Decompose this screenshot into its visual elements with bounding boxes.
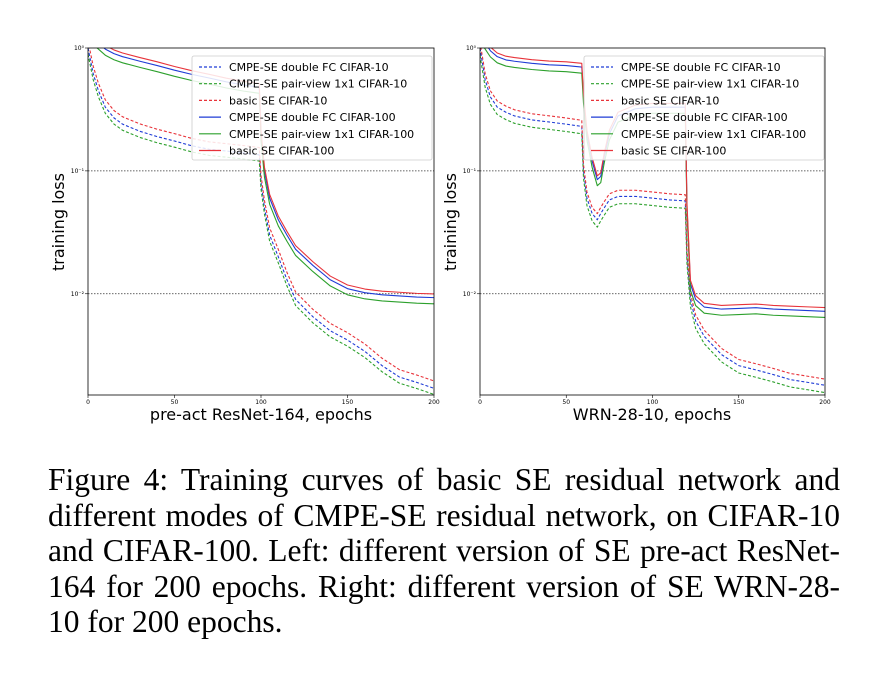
legend-label: CMPE-SE double FC CIFAR-10 <box>229 61 389 74</box>
legend-label: CMPE-SE double FC CIFAR-10 <box>621 61 781 74</box>
x-tick-label: 200 <box>428 399 440 406</box>
series-line <box>88 54 434 395</box>
y-tick-label: 10⁰ <box>466 45 477 52</box>
y-tick-label: 10⁻¹ <box>71 168 85 175</box>
legend-label: basic SE CIFAR-10 <box>621 94 719 107</box>
series-line <box>88 48 434 382</box>
x-tick-label: 50 <box>562 399 570 406</box>
legend-label: CMPE-SE double FC CIFAR-100 <box>621 111 788 124</box>
legend-label: CMPE-SE pair-view 1x1 CIFAR-100 <box>621 128 806 141</box>
series-line <box>480 55 825 394</box>
legend-label: CMPE-SE double FC CIFAR-100 <box>229 111 396 124</box>
x-tick-label: 0 <box>478 399 482 406</box>
x-axis-label: pre-act ResNet-164, epochs <box>150 405 372 424</box>
y-tick-label: 10⁻² <box>71 291 85 298</box>
legend-label: CMPE-SE pair-view 1x1 CIFAR-10 <box>621 78 799 91</box>
legend-box <box>583 55 825 161</box>
x-axis-label: WRN-28-10, epochs <box>573 405 731 424</box>
y-tick-label: 10⁻² <box>463 291 477 298</box>
legend-label: basic SE CIFAR-100 <box>229 145 334 158</box>
y-tick-label: 10⁻¹ <box>463 168 477 175</box>
y-tick-label: 10⁰ <box>74 45 85 52</box>
figure-caption: Figure 4: Training curves of basic SE re… <box>48 462 840 639</box>
x-tick-label: 50 <box>171 399 179 406</box>
legend: CMPE-SE double FC CIFAR-10 CMPE-SE pair-v… <box>191 55 433 161</box>
legend-box <box>191 55 433 161</box>
x-tick-label: 100 <box>647 399 659 406</box>
legend-label: CMPE-SE pair-view 1x1 CIFAR-10 <box>229 78 407 91</box>
series-line <box>480 48 825 380</box>
legend: CMPE-SE double FC CIFAR-10 CMPE-SE pair-v… <box>583 55 825 161</box>
right-chart: 0 50 100 150 200 10⁰ 10⁻¹ 10⁻² WRN-28-10, epochs… <box>441 45 831 424</box>
left-chart: 0 50 100 150 200 10⁰ 10⁻¹ 10⁻² pre-act ResNet-16… <box>49 45 440 424</box>
y-axis-label: training loss <box>49 173 68 271</box>
legend-label: CMPE-SE pair-view 1x1 CIFAR-100 <box>229 128 414 141</box>
x-tick-label: 200 <box>819 399 831 406</box>
y-axis-label: training loss <box>441 173 460 271</box>
x-tick-label: 100 <box>255 399 267 406</box>
x-tick-label: 0 <box>86 399 90 406</box>
x-tick-label: 150 <box>342 399 354 406</box>
x-tick-label: 150 <box>733 399 745 406</box>
legend-label: basic SE CIFAR-100 <box>621 145 726 158</box>
legend-label: basic SE CIFAR-10 <box>229 94 327 107</box>
series-line <box>88 48 434 389</box>
series-line <box>480 48 825 386</box>
